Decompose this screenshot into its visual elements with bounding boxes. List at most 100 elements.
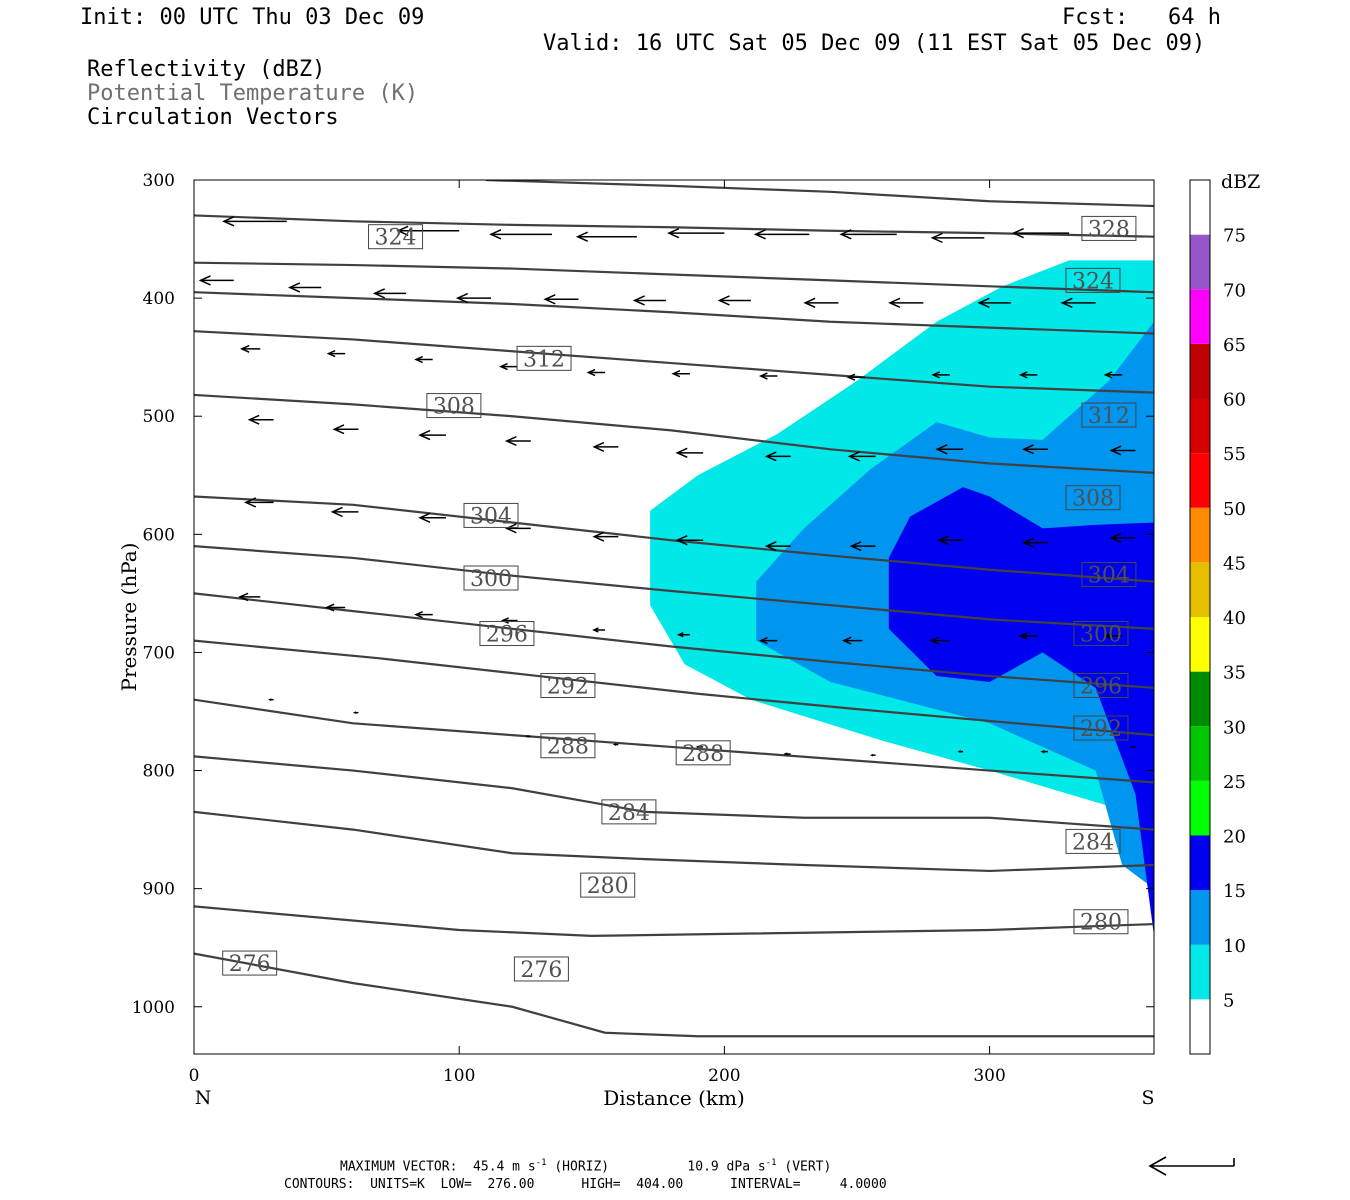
svg-text:324: 324: [375, 226, 417, 251]
x-tick-label: 300: [973, 1066, 1005, 1086]
vector-arrow: [929, 636, 950, 645]
svg-text:288: 288: [547, 735, 589, 760]
plot-frame: [193, 179, 1155, 1055]
vector-arrow: [500, 617, 518, 624]
svg-text:292: 292: [1080, 717, 1122, 742]
vector-arrow: [1129, 745, 1136, 749]
vector-arrow: [238, 592, 261, 602]
contour-labels: 324 328 324 312 308 312 304 308 300 304 296 300 292 2…: [222, 215, 1137, 983]
vector-arrow: [675, 447, 704, 459]
colorbar-label: 65: [1223, 335, 1246, 356]
contour-label-324: 324: [1065, 267, 1121, 294]
field-circulation-vectors: Circulation Vectors: [87, 105, 339, 130]
contour-label-312: 312: [1081, 402, 1137, 429]
valid-time: Valid: 16 UTC Sat 05 Dec 09 (11 EST Sat …: [543, 31, 1206, 56]
contour-label-280: 280: [580, 872, 636, 899]
contour-label-308: 308: [426, 393, 482, 420]
svg-text:304: 304: [1088, 563, 1130, 588]
colorbar-label: 35: [1223, 663, 1246, 684]
vector-arrow: [592, 627, 606, 633]
horizontal-label: (HORIZ): [554, 1159, 610, 1175]
vector-arrow: [1060, 297, 1096, 309]
colorbar-segment: [1190, 780, 1210, 836]
contour-label-284: 284: [601, 799, 657, 826]
contour-label-296: 296: [479, 621, 535, 648]
colorbar-label: 25: [1223, 772, 1246, 793]
horizontal-unit-exponent: -1: [535, 1158, 547, 1168]
vector-arrow: [931, 371, 950, 379]
reflectivity-fills: [650, 260, 1154, 936]
vector-arrow: [1109, 445, 1136, 456]
colorbar-segment: [1190, 617, 1210, 672]
colorbar-segment: [1190, 343, 1210, 399]
svg-text:276: 276: [520, 958, 562, 983]
max-vector-horizontal: MAXIMUM VECTOR: 45.4 m s: [340, 1159, 536, 1175]
vector-arrow: [396, 225, 460, 236]
svg-text:324: 324: [1072, 269, 1114, 294]
colorbar-label: 15: [1223, 881, 1246, 902]
theta-contour-296: [194, 639, 1154, 737]
colorbar-segment: [1190, 562, 1210, 617]
contour-label-284: 284: [1065, 828, 1121, 855]
vector-arrow: [414, 355, 433, 364]
svg-text:280: 280: [1080, 911, 1122, 936]
colorbar-segment: [1190, 890, 1210, 945]
vector-arrow: [504, 523, 531, 534]
contour-label-292: 292: [540, 673, 596, 700]
y-tick-label: 500: [143, 407, 175, 427]
vector-arrow: [418, 429, 446, 441]
vector-arrow: [418, 512, 446, 523]
x-axis-label: Distance (km): [603, 1086, 745, 1110]
contour-label-276: 276: [222, 950, 278, 977]
vector-arrow: [198, 275, 234, 286]
theta-contour-304: [194, 545, 1154, 630]
colorbar-label: 50: [1223, 499, 1246, 520]
vector-arrow: [268, 698, 274, 702]
vector-arrow: [717, 295, 751, 306]
vector-arrow: [758, 372, 778, 380]
theta-contour-284: [194, 810, 1154, 873]
vector-arrow: [849, 541, 876, 552]
vector-arrow: [937, 535, 964, 546]
max-vector-text: MAXIMUM VECTOR: 45.4 m s-1 (HORIZ) 10.9 …: [340, 1158, 831, 1174]
colorbar-frame: [1189, 179, 1211, 1055]
contour-label-300: 300: [1073, 621, 1129, 648]
colorbar-label: 60: [1223, 390, 1246, 411]
colorbar-segment: [1190, 835, 1210, 891]
vector-arrow: [222, 216, 287, 227]
theta-contour-320: [194, 291, 1154, 335]
vector-arrow: [846, 373, 865, 381]
vector-arrow: [455, 292, 492, 304]
contour-label-292: 292: [1073, 715, 1129, 742]
vector-arrow: [499, 362, 518, 371]
y-tick-label: 700: [143, 643, 175, 663]
contour-label-324: 324: [368, 224, 424, 251]
colorbar-segment: [1190, 944, 1210, 1000]
colorbar-label: 10: [1223, 936, 1246, 957]
vector-arrow: [783, 752, 791, 756]
svg-text:284: 284: [608, 801, 650, 826]
vector-arrow: [1022, 537, 1048, 548]
svg-text:308: 308: [1072, 487, 1114, 512]
colorbar-segment: [1190, 453, 1210, 508]
y-tick-label: 400: [143, 289, 175, 309]
svg-text:300: 300: [1080, 623, 1122, 648]
vertical-label: (VERT): [784, 1159, 832, 1175]
vector-arrow: [1109, 532, 1136, 543]
vector-arrow: [372, 288, 407, 299]
contour-label-304: 304: [1081, 561, 1137, 588]
vector-arrow: [632, 295, 667, 306]
svg-text:296: 296: [486, 623, 528, 648]
contour-label-304: 304: [463, 502, 519, 529]
svg-text:312: 312: [1088, 404, 1130, 429]
reflectivity-region-15: [888, 487, 1154, 936]
vector-arrow: [888, 297, 924, 309]
svg-text:296: 296: [1080, 675, 1122, 700]
vector-arrow: [239, 344, 261, 353]
vector-arrow: [803, 297, 839, 309]
y-axis-label: Pressure (hPa): [117, 543, 141, 692]
x-end-label-s: S: [1141, 1087, 1154, 1109]
contour-label-300: 300: [463, 565, 519, 592]
svg-text:276: 276: [229, 952, 271, 977]
vector-arrow: [870, 753, 876, 757]
